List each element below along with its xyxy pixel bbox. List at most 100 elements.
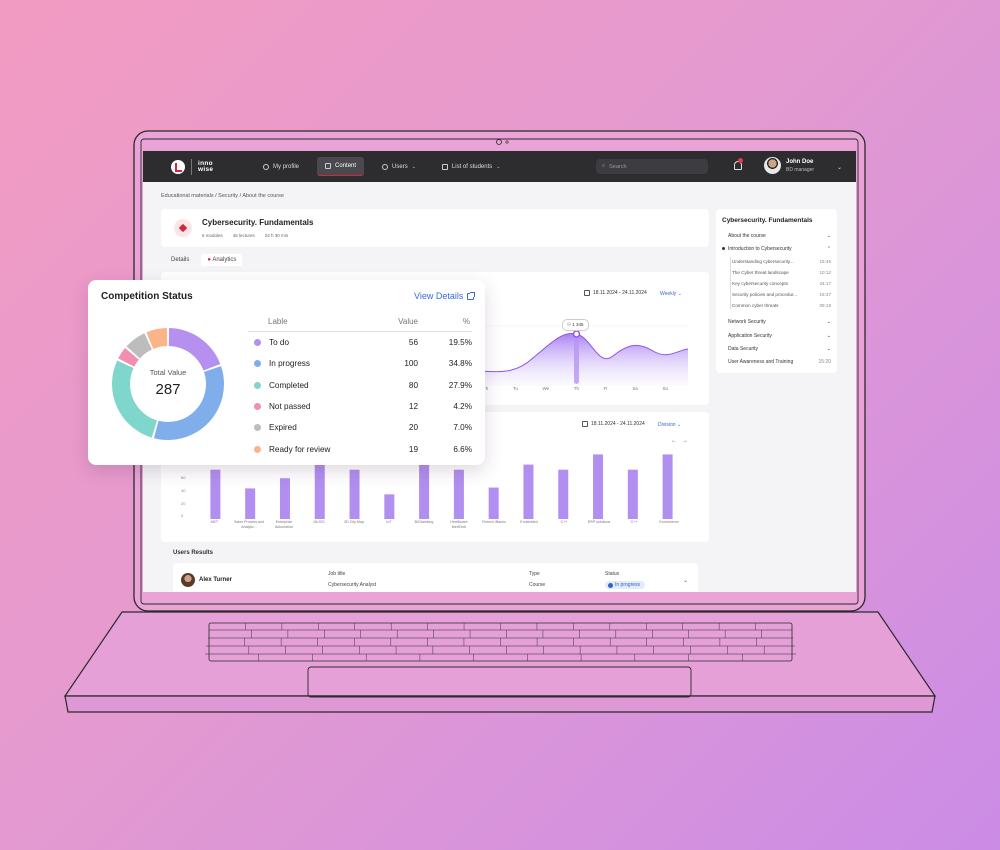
date-range-picker[interactable]: 18.11.2024 - 24.11.2024 <box>584 290 647 296</box>
users-icon <box>382 163 389 170</box>
row-pct: 6.6% <box>453 444 472 454</box>
bar[interactable] <box>662 454 673 519</box>
legend-swatch <box>254 381 261 389</box>
day-label: We <box>542 386 550 391</box>
table-row: Expired 20 7.0% <box>248 417 472 438</box>
section-label: Introduction to Cybersecurity <box>728 246 792 252</box>
table-row: In progress 100 34.8% <box>248 353 472 374</box>
nav-item-list-of-students[interactable]: List of students ⌄ <box>434 158 509 176</box>
toc-title: Cybersecurity. Fundamentals <box>722 217 813 224</box>
nav-item-users[interactable]: Users ⌄ <box>374 158 424 176</box>
bar[interactable] <box>210 469 221 519</box>
course-header-card: Cybersecurity. Fundamentals 6 modules 45… <box>161 209 709 247</box>
toc-section-about[interactable]: About the course ⌄ <box>728 233 831 239</box>
bar[interactable] <box>453 469 464 519</box>
bar-category-label: Sales Process and Analytic... <box>234 520 264 529</box>
toc-section-awareness[interactable]: User Awareness and Training 15:20 <box>728 359 831 365</box>
search-icon: ⌕ <box>602 163 606 169</box>
row-value: 100 <box>404 359 418 369</box>
shield-icon <box>174 219 192 237</box>
period-dropdown[interactable]: Weekly ⌄ <box>660 291 682 297</box>
donut-slice[interactable] <box>168 328 221 371</box>
day-label: Sa <box>632 386 638 391</box>
bar-category-label: BIGbanking <box>414 520 434 524</box>
tab-analytics[interactable]: ● Analytics <box>201 254 243 266</box>
bar[interactable] <box>558 469 569 519</box>
label-text: Ready for review <box>269 444 331 454</box>
bar[interactable] <box>279 478 290 519</box>
day-label: Th <box>483 386 489 391</box>
chevron-down-icon[interactable]: ⌄ <box>683 578 689 584</box>
toc-section-data[interactable]: Data Security ⌄ <box>728 346 831 352</box>
label-text: In progress <box>269 359 310 369</box>
y-axis-ticks: 60 40 20 0 <box>181 472 185 523</box>
active-bullet-icon <box>722 247 725 250</box>
lesson-label: Security policies and procedur... <box>732 292 798 297</box>
donut-slice[interactable] <box>118 348 139 367</box>
logo-divider <box>191 158 192 175</box>
bar[interactable] <box>523 464 534 519</box>
user-menu[interactable]: John Doe BD manager <box>764 157 814 174</box>
status-header: Status <box>605 571 620 577</box>
toc-lesson[interactable]: Security policies and procedur... 16:37 <box>732 292 831 297</box>
course-contents-sidebar: Cybersecurity. Fundamentals About the co… <box>716 209 837 373</box>
table-row[interactable]: Alex Turner Job title Cybersecurity Anal… <box>173 563 698 592</box>
toc-section-network[interactable]: Network Security ⌄ <box>728 319 831 325</box>
division-bar-chart <box>210 454 673 519</box>
toc-section-intro[interactable]: Introduction to Cybersecurity ⌃ <box>728 246 831 252</box>
row-label: Not passed <box>248 402 360 411</box>
table-row: Not passed 12 4.2% <box>248 396 472 417</box>
bar[interactable] <box>488 487 499 519</box>
bar[interactable] <box>627 469 638 519</box>
list-icon <box>441 163 448 170</box>
tab-details[interactable]: Details <box>171 257 190 263</box>
donut-slice[interactable] <box>111 360 158 438</box>
breadcrumb[interactable]: Educational materials / Security / About… <box>161 193 284 199</box>
group-dropdown[interactable]: Division ⌄ <box>658 422 682 428</box>
brand-logo[interactable]: inno wise <box>171 158 235 175</box>
toc-lesson[interactable]: Understanding cybersecurity... 15:45 <box>732 259 831 264</box>
hover-point[interactable] <box>572 330 581 338</box>
bar-category-label: ML/DS <box>313 520 325 524</box>
bar-category-label: Embedded <box>520 520 538 524</box>
nav-item-my-profile[interactable]: My profile <box>255 158 307 176</box>
donut-chart <box>111 328 224 440</box>
nav-item-content[interactable]: Content <box>317 157 365 176</box>
next-arrow-icon[interactable]: → <box>682 438 688 444</box>
lesson-time: 34:17 <box>819 281 832 286</box>
row-label: Ready for review <box>248 445 360 454</box>
col-value: Value <box>398 317 418 326</box>
bar[interactable] <box>245 488 256 519</box>
prev-arrow-icon[interactable]: ← <box>671 438 677 444</box>
y-tick: 0 <box>181 513 184 519</box>
label-text: Expired <box>269 423 297 433</box>
bar[interactable] <box>314 462 325 519</box>
bar[interactable] <box>419 464 430 519</box>
chevron-down-icon[interactable]: ⌄ <box>837 165 843 171</box>
donut-slice[interactable] <box>153 366 224 440</box>
bar[interactable] <box>593 454 604 519</box>
toc-lesson[interactable]: Key cybersecurity concepts 34:17 <box>732 281 831 286</box>
row-pct: 4.2% <box>453 402 472 412</box>
area-fill <box>473 333 688 386</box>
search-input[interactable]: ⌕ Search <box>596 159 708 174</box>
toc-lesson[interactable]: Common cyber threats 09:19 <box>732 303 831 308</box>
table-row: Ready for review 19 6.6% <box>248 438 472 459</box>
date-range-picker[interactable]: 18.11.2024 - 24.11.2024 <box>582 421 645 427</box>
avatar <box>764 157 781 174</box>
status-badge: In progress <box>605 581 646 589</box>
toc-lesson[interactable]: The Cyber threat landscape 10:12 <box>732 270 831 275</box>
nav-label: Content <box>335 163 357 169</box>
type-header: Type <box>529 571 540 577</box>
view-details-link[interactable]: View Details <box>414 291 476 301</box>
toc-section-application[interactable]: Application Security ⌄ <box>728 333 831 339</box>
bar[interactable] <box>349 469 360 519</box>
chevron-down-icon: ⌄ <box>826 233 831 239</box>
chart-tooltip: ⚇ 1 345 <box>562 319 589 331</box>
donut-slice[interactable] <box>146 328 168 349</box>
bar[interactable] <box>384 494 395 519</box>
chevron-down-icon: ⌄ <box>826 333 831 339</box>
bar-category-label: Ecommerce <box>659 520 679 524</box>
legend-swatch <box>254 403 261 411</box>
donut-slice[interactable] <box>126 333 152 359</box>
